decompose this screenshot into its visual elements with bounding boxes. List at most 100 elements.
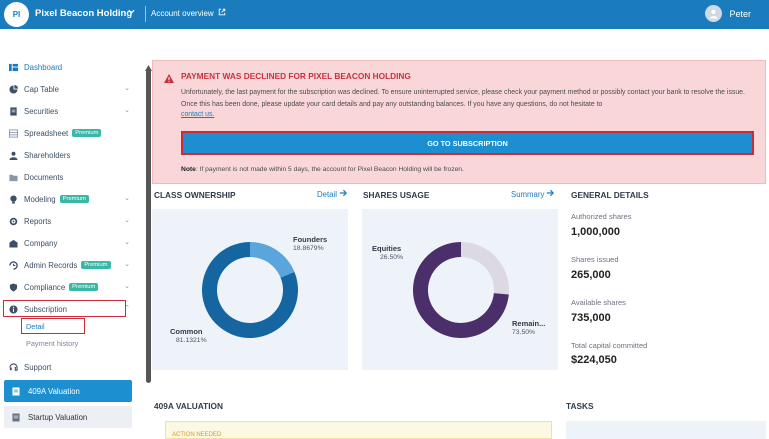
document-icon (12, 413, 22, 422)
class-ownership-card: Founders 18.8679% Common 81.1321% (152, 209, 348, 370)
tasks-card (566, 421, 766, 439)
sidebar-item-label: Spreadsheet (24, 128, 69, 138)
org-avatar[interactable]: PI (4, 2, 29, 27)
shares-usage-title: SHARES USAGE (363, 190, 430, 200)
chevron-down-icon: ⌄ (124, 107, 130, 114)
premium-badge: Premium (59, 195, 89, 203)
arrow-right-icon (339, 189, 347, 199)
folder-icon (8, 172, 18, 182)
shares-usage-card: Equities 26.50% Remain... 73.50% (362, 209, 558, 370)
payment-declined-alert: PAYMENT WAS DECLINED FOR PIXEL BEACON HO… (152, 60, 766, 184)
sidebar-item-spreadsheet[interactable]: Spreadsheet Premium (8, 126, 134, 140)
sidebar-item-subscription[interactable]: Subscription ⌃ (8, 302, 134, 316)
scroll-up-icon[interactable] (145, 58, 152, 71)
info-icon (8, 304, 18, 314)
alert-title: PAYMENT WAS DECLINED FOR PIXEL BEACON HO… (181, 71, 411, 81)
shares-usage-summary-link[interactable]: Summary (511, 189, 555, 199)
warning-icon (164, 70, 174, 88)
class-ownership-donut (202, 242, 298, 338)
user-name: Peter (729, 8, 751, 19)
detail-highlight (21, 318, 85, 334)
support-icon (8, 362, 18, 372)
document-icon (8, 106, 18, 116)
shares-issued-label: Shares issued (571, 255, 619, 264)
sidebar-item-admin-records[interactable]: Admin Records Premium ⌄ (8, 258, 134, 272)
sidebar-item-shareholders[interactable]: Shareholders (8, 148, 134, 162)
startup-valuation-button[interactable]: Startup Valuation (4, 406, 132, 428)
chevron-down-icon: ⌄ (124, 283, 130, 290)
alert-note: Note: If payment is not made within 5 da… (181, 166, 464, 173)
equities-label: Equities (372, 244, 402, 253)
sidebar-item-label: Shareholders (24, 150, 71, 160)
sidebar-item-compliance[interactable]: Compliance Premium ⌄ (8, 280, 134, 294)
sidebar-subitem-detail[interactable]: Detail (26, 322, 45, 331)
contact-us-link[interactable]: contact us. (181, 111, 215, 118)
dashboard-icon (8, 62, 18, 72)
gear-icon (8, 216, 18, 226)
tasks-title: TASKS (566, 401, 594, 411)
class-ownership-detail-link[interactable]: Detail (317, 189, 347, 199)
sidebar-item-label: Cap Table (24, 84, 59, 94)
sidebar-item-support[interactable]: Support (8, 360, 134, 374)
donut-slice-equities (461, 242, 509, 295)
scrollbar[interactable] (145, 58, 152, 439)
founders-pct: 18.8679% (293, 245, 324, 252)
chevron-down-icon: ⌄ (124, 85, 130, 92)
user-menu[interactable]: Peter (705, 5, 751, 22)
premium-badge: Premium (81, 261, 111, 269)
sidebar-item-reports[interactable]: Reports ⌄ (8, 214, 134, 228)
summary-link-label: Summary (511, 189, 545, 199)
sidebar: Dashboard Cap Table ⌄ Securities ⌄ Sprea… (0, 29, 144, 439)
sidebar-item-label: Documents (24, 172, 64, 182)
sidebar-item-label: Support (24, 362, 52, 372)
authorized-shares-label: Authorized shares (571, 212, 632, 221)
sidebar-item-label: Company (24, 238, 58, 248)
top-bar: PI Pixel Beacon Holding Account overview… (0, 0, 769, 29)
premium-badge: Premium (72, 129, 102, 137)
total-capital-value: $224,050 (571, 354, 617, 366)
founders-label: Founders (293, 235, 328, 244)
authorized-shares-value: 1,000,000 (571, 226, 620, 238)
sidebar-item-label: Securities (24, 106, 59, 116)
equities-pct: 26.50% (380, 254, 404, 261)
sidebar-item-company[interactable]: Company ⌄ (8, 236, 134, 250)
chevron-down-icon: ⌄ (124, 239, 130, 246)
note-text: : If payment is not made within 5 days, … (195, 166, 464, 173)
scroll-down-icon[interactable] (145, 432, 152, 439)
sidebar-item-label: Compliance (24, 282, 66, 292)
account-overview-link[interactable]: Account overview (151, 8, 226, 18)
action-needed-badge: ACTION NEEDED (172, 432, 222, 438)
pie-icon (8, 84, 18, 94)
user-avatar-icon (705, 5, 723, 22)
sidebar-item-documents[interactable]: Documents (8, 170, 134, 184)
remaining-label: Remain... (512, 319, 546, 328)
total-capital-label: Total capital committed (571, 341, 648, 350)
409a-valuation-title: 409A VALUATION (154, 401, 223, 411)
sidebar-item-dashboard[interactable]: Dashboard (8, 60, 134, 74)
note-label: Note (181, 166, 196, 173)
org-name[interactable]: Pixel Beacon Holding (35, 8, 133, 19)
sidebar-subitem-payment-history[interactable]: Payment history (26, 339, 79, 348)
general-details-title: GENERAL DETAILS (571, 190, 649, 200)
common-label: Common (170, 327, 203, 336)
account-overview-label: Account overview (151, 8, 214, 18)
subscription-highlight (3, 300, 126, 317)
409a-valuation-card: ACTION NEEDED (165, 421, 552, 439)
sidebar-item-label: Modeling (24, 194, 56, 204)
sidebar-item-cap-table[interactable]: Cap Table ⌄ (8, 82, 134, 96)
startup-valuation-label: Startup Valuation (28, 412, 88, 422)
class-ownership-title: CLASS OWNERSHIP (154, 190, 236, 200)
sidebar-item-label: Reports (24, 216, 52, 226)
chevron-down-icon[interactable] (127, 7, 136, 18)
table-icon (8, 128, 18, 138)
scrollbar-thumb[interactable] (146, 68, 151, 383)
divider (145, 6, 146, 22)
go-to-subscription-button[interactable]: GO TO SUBSCRIPTION (181, 131, 754, 155)
common-pct: 81.1321% (176, 337, 207, 344)
409a-valuation-button[interactable]: 409A Valuation (4, 380, 132, 402)
premium-badge: Premium (69, 283, 99, 291)
sidebar-item-label: Subscription (24, 304, 67, 314)
sidebar-item-securities[interactable]: Securities ⌄ (8, 104, 134, 118)
sidebar-item-modeling[interactable]: Modeling Premium ⌄ (8, 192, 134, 206)
arrow-right-icon (546, 189, 555, 199)
